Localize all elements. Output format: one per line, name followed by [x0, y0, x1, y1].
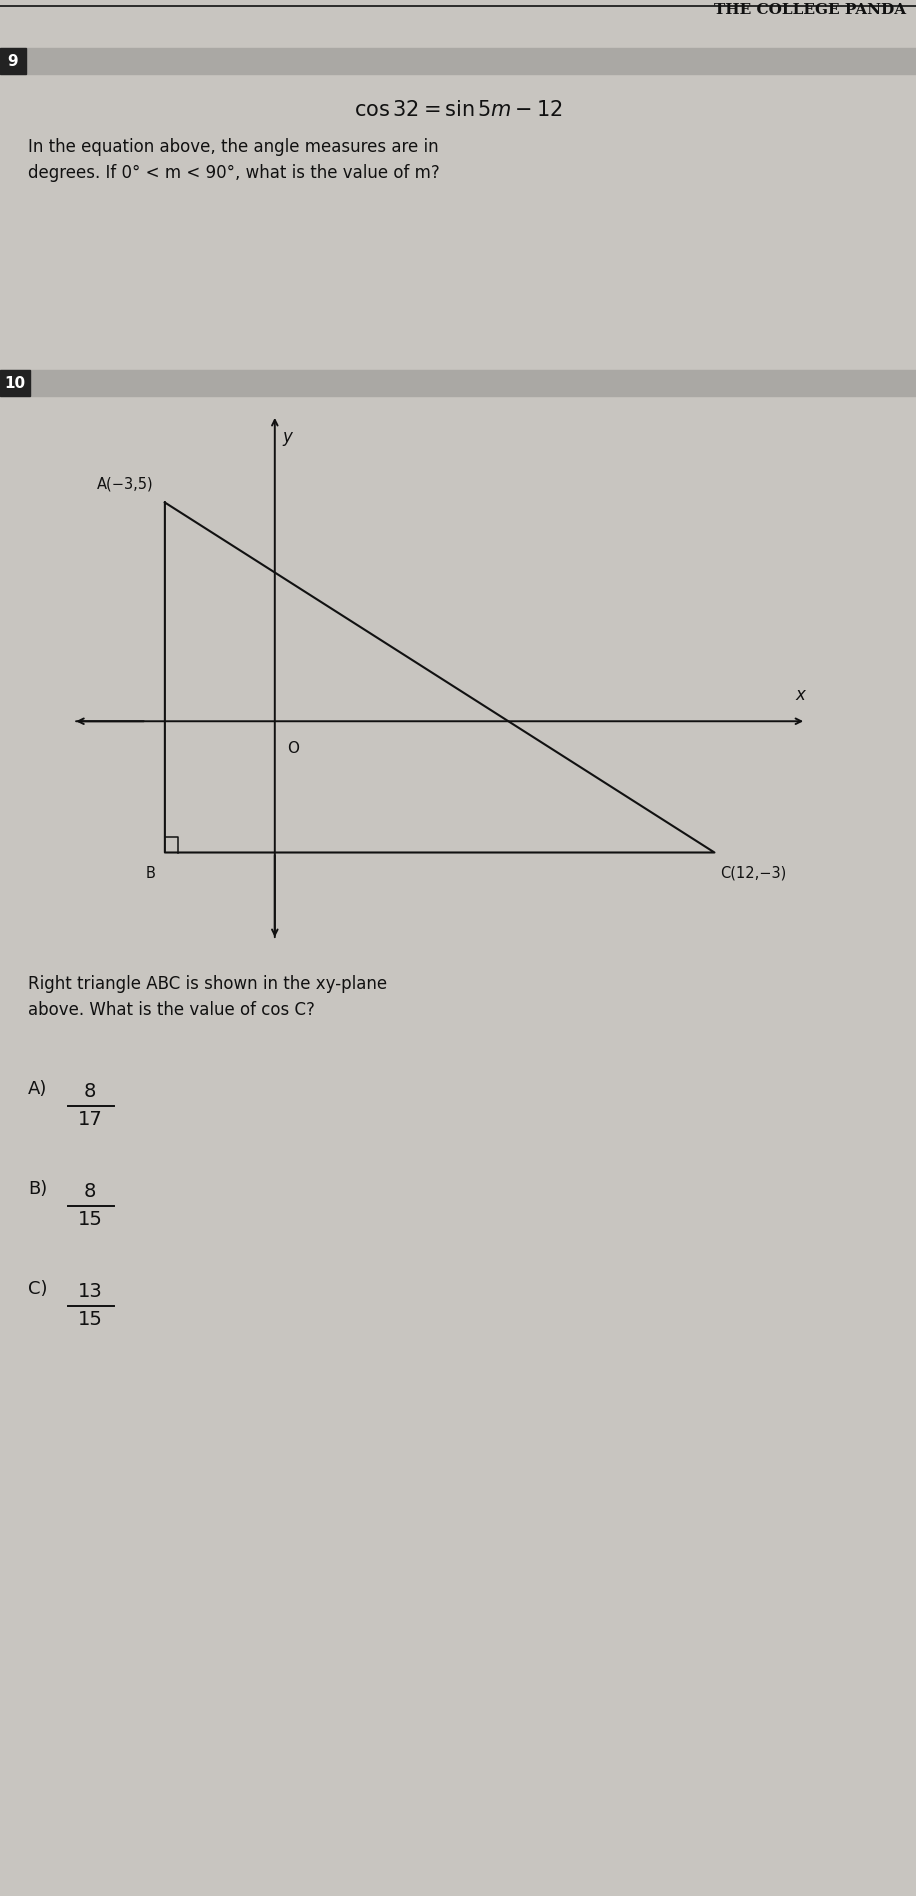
Bar — [0, 47, 26, 74]
Text: 13: 13 — [78, 1282, 103, 1301]
Text: In the equation above, the angle measures are in
degrees. If 0° < m < 90°, what : In the equation above, the angle measure… — [28, 138, 440, 182]
Text: 15: 15 — [78, 1310, 103, 1329]
Text: A): A) — [28, 1081, 48, 1098]
Text: B: B — [146, 866, 156, 880]
Bar — [0, 370, 30, 396]
Text: THE COLLEGE PANDA: THE COLLEGE PANDA — [714, 4, 906, 17]
Text: B): B) — [28, 1179, 48, 1198]
Bar — [0, 47, 916, 74]
Text: 8: 8 — [83, 1181, 96, 1200]
Text: x: x — [795, 686, 805, 703]
Text: 10: 10 — [5, 375, 26, 391]
Text: 15: 15 — [78, 1210, 103, 1229]
Text: O: O — [288, 741, 300, 757]
Text: y: y — [282, 428, 292, 446]
Text: A(−3,5): A(−3,5) — [97, 476, 154, 491]
Bar — [0, 370, 916, 396]
Text: 8: 8 — [83, 1083, 96, 1102]
Text: $\mathrm{cos}\,32 = \mathrm{sin}\,5m - 12$: $\mathrm{cos}\,32 = \mathrm{sin}\,5m - 1… — [354, 100, 562, 119]
Text: 17: 17 — [78, 1109, 103, 1128]
Text: Right triangle ABC is shown in the xy-plane
above. What is the value of cos C?: Right triangle ABC is shown in the xy-pl… — [28, 975, 387, 1018]
Text: C): C) — [28, 1280, 48, 1299]
Text: C(12,−3): C(12,−3) — [720, 866, 786, 880]
Text: 9: 9 — [7, 53, 18, 68]
